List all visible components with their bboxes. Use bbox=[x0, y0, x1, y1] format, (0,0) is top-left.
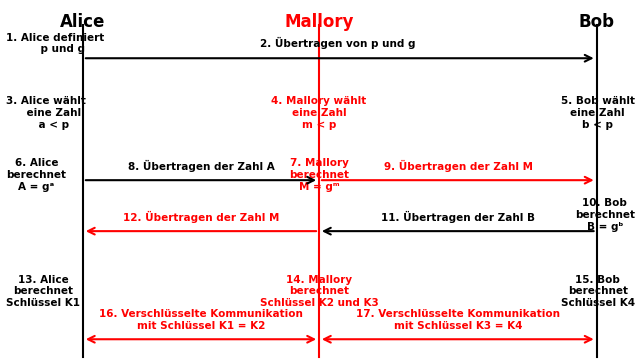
Text: 9. Übertragen der Zahl M: 9. Übertragen der Zahl M bbox=[383, 160, 533, 172]
Text: 12. Übertragen der Zahl M: 12. Übertragen der Zahl M bbox=[122, 211, 279, 223]
Text: 15. Bob
berechnet
Schlüssel K4: 15. Bob berechnet Schlüssel K4 bbox=[561, 275, 635, 308]
Text: 13. Alice
berechnet
Schlüssel K1: 13. Alice berechnet Schlüssel K1 bbox=[6, 275, 80, 308]
Text: 8. Übertragen der Zahl A: 8. Übertragen der Zahl A bbox=[128, 160, 274, 172]
Text: 5. Bob wählt
eine Zahl
b < p: 5. Bob wählt eine Zahl b < p bbox=[561, 96, 635, 130]
Text: 14. Mallory
berechnet
Schlüssel K2 und K3: 14. Mallory berechnet Schlüssel K2 und K… bbox=[260, 275, 378, 308]
Text: 4. Mallory wählt
eine Zahl
m < p: 4. Mallory wählt eine Zahl m < p bbox=[271, 96, 367, 130]
Text: Mallory: Mallory bbox=[285, 13, 353, 31]
Text: 7. Mallory
berechnet
M = gᵐ: 7. Mallory berechnet M = gᵐ bbox=[289, 158, 349, 191]
Text: 2. Übertragen von p und g: 2. Übertragen von p und g bbox=[260, 37, 416, 49]
Text: 16. Verschlüsselte Kommunikation
mit Schlüssel K1 = K2: 16. Verschlüsselte Kommunikation mit Sch… bbox=[99, 309, 303, 331]
Text: Bob: Bob bbox=[579, 13, 614, 31]
Text: 3. Alice wählt
    eine Zahl
    a < p: 3. Alice wählt eine Zahl a < p bbox=[6, 96, 86, 130]
Text: 6. Alice
berechnet
A = gᵃ: 6. Alice berechnet A = gᵃ bbox=[6, 158, 66, 191]
Text: 10. Bob
berechnet
B = gᵇ: 10. Bob berechnet B = gᵇ bbox=[575, 198, 635, 232]
Text: 17. Verschlüsselte Kommunikation
mit Schlüssel K3 = K4: 17. Verschlüsselte Kommunikation mit Sch… bbox=[356, 309, 560, 331]
Text: 1. Alice definiert
    p und g: 1. Alice definiert p und g bbox=[6, 33, 105, 54]
Text: 11. Übertragen der Zahl B: 11. Übertragen der Zahl B bbox=[381, 211, 535, 223]
Text: Alice: Alice bbox=[60, 13, 106, 31]
